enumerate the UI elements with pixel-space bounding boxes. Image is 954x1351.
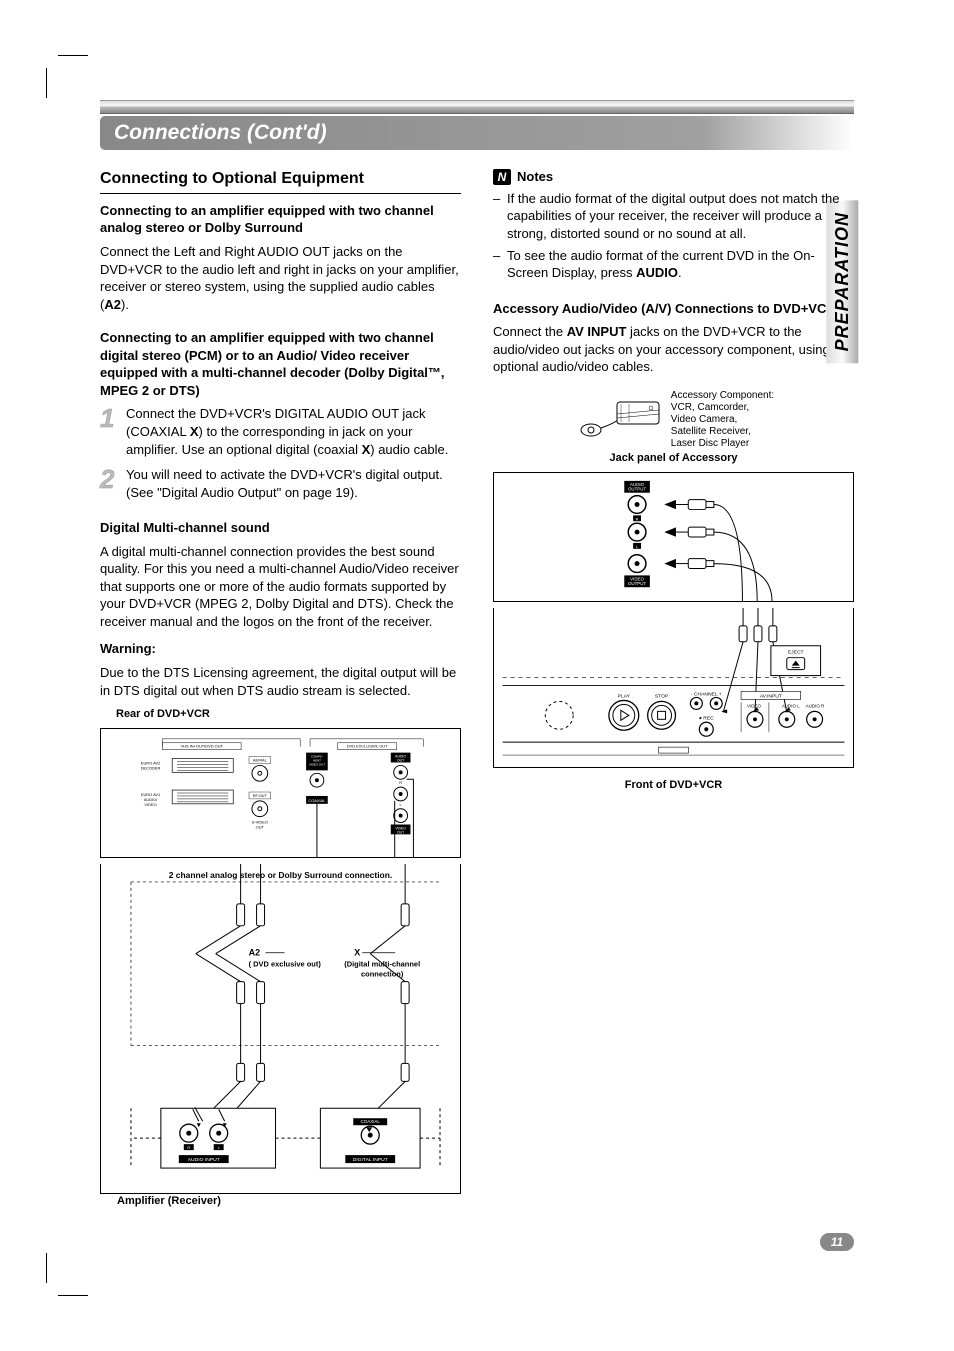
note-item: To see the audio format of the current D… bbox=[507, 247, 854, 282]
svg-text:COAXIAL: COAXIAL bbox=[308, 798, 326, 803]
svg-text:2 channel analog stereo or Dol: 2 channel analog stereo or Dolby Surroun… bbox=[169, 870, 393, 880]
notes-icon: N bbox=[493, 169, 511, 185]
body-text: A digital multi-channel connection provi… bbox=[100, 543, 461, 631]
svg-text:OUTPUT: OUTPUT bbox=[628, 486, 646, 491]
svg-text:EJECT: EJECT bbox=[788, 649, 804, 655]
header-bar bbox=[100, 100, 854, 114]
svg-text:COAXIAL: COAXIAL bbox=[361, 1119, 381, 1124]
notes-label: Notes bbox=[517, 168, 553, 186]
amp-caption: Amplifier (Receiver) bbox=[117, 1194, 221, 1209]
left-column: Connecting to Optional Equipment Connect… bbox=[100, 168, 461, 1194]
svg-text:R: R bbox=[636, 516, 639, 521]
accessory-icon bbox=[573, 390, 663, 440]
notes-heading: N Notes bbox=[493, 168, 854, 186]
step-number: 1 bbox=[100, 405, 120, 458]
svg-text:connection): connection) bbox=[361, 970, 404, 979]
svg-text:VHS IN+OUT/DVD OUT: VHS IN+OUT/DVD OUT bbox=[181, 744, 224, 749]
svg-text:L: L bbox=[400, 802, 403, 807]
subsection-title: Connecting to Optional Equipment bbox=[100, 168, 461, 194]
svg-text:A2: A2 bbox=[249, 948, 260, 958]
svg-text:AUDIO L: AUDIO L bbox=[782, 703, 800, 708]
diagram-caption: Rear of DVD+VCR bbox=[116, 707, 461, 722]
svg-text:(Digital multi-channel: (Digital multi-channel bbox=[344, 960, 420, 969]
svg-text:X: X bbox=[354, 948, 360, 958]
svg-text:DVD EXCLUSIVE OUT: DVD EXCLUSIVE OUT bbox=[347, 744, 388, 749]
svg-text:VIDEO: VIDEO bbox=[144, 802, 156, 807]
warning-text: Due to the DTS Licensing agreement, the … bbox=[100, 664, 461, 699]
front-panel-svg: EJECT PLAY STOP bbox=[494, 608, 853, 767]
section-title: Connections (Cont'd) bbox=[100, 116, 854, 150]
crop-mark bbox=[58, 55, 88, 56]
svg-text:- CHANNEL +: - CHANNEL + bbox=[691, 691, 722, 697]
svg-text:PLAY: PLAY bbox=[618, 693, 631, 699]
front-panel-diagram: EJECT PLAY STOP bbox=[493, 608, 854, 768]
accessory-text: Accessory Component: VCR, Camcorder, Vid… bbox=[671, 390, 774, 450]
crop-mark bbox=[46, 1253, 47, 1283]
accessory-diagram: Accessory Component: VCR, Camcorder, Vid… bbox=[493, 390, 854, 445]
right-column: N Notes If the audio format of the digit… bbox=[493, 168, 854, 1194]
svg-text:( DVD exclusive out): ( DVD exclusive out) bbox=[249, 960, 322, 969]
body-text: Connect the Left and Right AUDIO OUT jac… bbox=[100, 243, 461, 313]
svg-text:VIDEO: VIDEO bbox=[747, 703, 761, 708]
connection-svg: 2 channel analog stereo or Dolby Surroun… bbox=[101, 864, 460, 1193]
svg-text:OUT: OUT bbox=[256, 824, 265, 829]
heading: Accessory Audio/Video (A/V) Connections … bbox=[493, 300, 854, 318]
note-item: If the audio format of the digital outpu… bbox=[507, 190, 854, 243]
jack-caption: Jack panel of Accessory bbox=[493, 451, 854, 466]
heading: Connecting to an amplifier equipped with… bbox=[100, 329, 461, 399]
svg-text:DIGITAL INPUT: DIGITAL INPUT bbox=[353, 1157, 388, 1163]
svg-text:OUT: OUT bbox=[397, 758, 405, 762]
step-2: 2 You will need to activate the DVD+VCR'… bbox=[100, 466, 461, 501]
svg-text:STOP: STOP bbox=[655, 693, 669, 699]
svg-text:AV.INPUT: AV.INPUT bbox=[760, 693, 782, 699]
body-text: Connect the AV INPUT jacks on the DVD+VC… bbox=[493, 323, 854, 376]
rear-panel-svg: VHS IN+OUT/DVD OUT DVD EXCLUSIVE OUT bbox=[101, 729, 460, 857]
svg-text:● REC: ● REC bbox=[699, 715, 714, 721]
svg-text:R: R bbox=[399, 780, 402, 785]
rear-panel-diagram: VHS IN+OUT/DVD OUT DVD EXCLUSIVE OUT bbox=[100, 728, 461, 858]
step-text: You will need to activate the DVD+VCR's … bbox=[126, 466, 461, 501]
heading: Connecting to an amplifier equipped with… bbox=[100, 202, 461, 237]
heading: Digital Multi-channel sound bbox=[100, 519, 461, 537]
front-caption: Front of DVD+VCR bbox=[493, 778, 854, 793]
crop-mark bbox=[46, 68, 47, 98]
svg-text:R: R bbox=[187, 1145, 190, 1150]
crop-mark bbox=[58, 1295, 88, 1296]
jack-panel-diagram: AUDIO OUTPUT R L VIDEO OUTPUT bbox=[493, 472, 854, 602]
warning-title: Warning: bbox=[100, 640, 461, 658]
svg-text:OUT: OUT bbox=[397, 830, 405, 834]
svg-text:RF.OUT: RF.OUT bbox=[253, 793, 268, 798]
svg-text:AERIAL: AERIAL bbox=[253, 757, 268, 762]
connection-diagram: 2 channel analog stereo or Dolby Surroun… bbox=[100, 864, 461, 1194]
svg-text:AUDIO INPUT: AUDIO INPUT bbox=[188, 1157, 220, 1163]
page-number: 11 bbox=[820, 1233, 854, 1251]
svg-text:DECODER: DECODER bbox=[141, 765, 161, 770]
step-1: 1 Connect the DVD+VCR's DIGITAL AUDIO OU… bbox=[100, 405, 461, 458]
page-content: Connections (Cont'd) PREPARATION Connect… bbox=[100, 100, 854, 1251]
svg-text:AUDIO R: AUDIO R bbox=[806, 703, 825, 708]
svg-text:VIDEO OUT: VIDEO OUT bbox=[309, 762, 325, 766]
svg-text:OUTPUT: OUTPUT bbox=[628, 581, 646, 586]
step-number: 2 bbox=[100, 466, 120, 501]
notes-list: If the audio format of the digital outpu… bbox=[493, 190, 854, 282]
jack-panel-svg: AUDIO OUTPUT R L VIDEO OUTPUT bbox=[494, 473, 853, 601]
step-text: Connect the DVD+VCR's DIGITAL AUDIO OUT … bbox=[126, 405, 461, 458]
